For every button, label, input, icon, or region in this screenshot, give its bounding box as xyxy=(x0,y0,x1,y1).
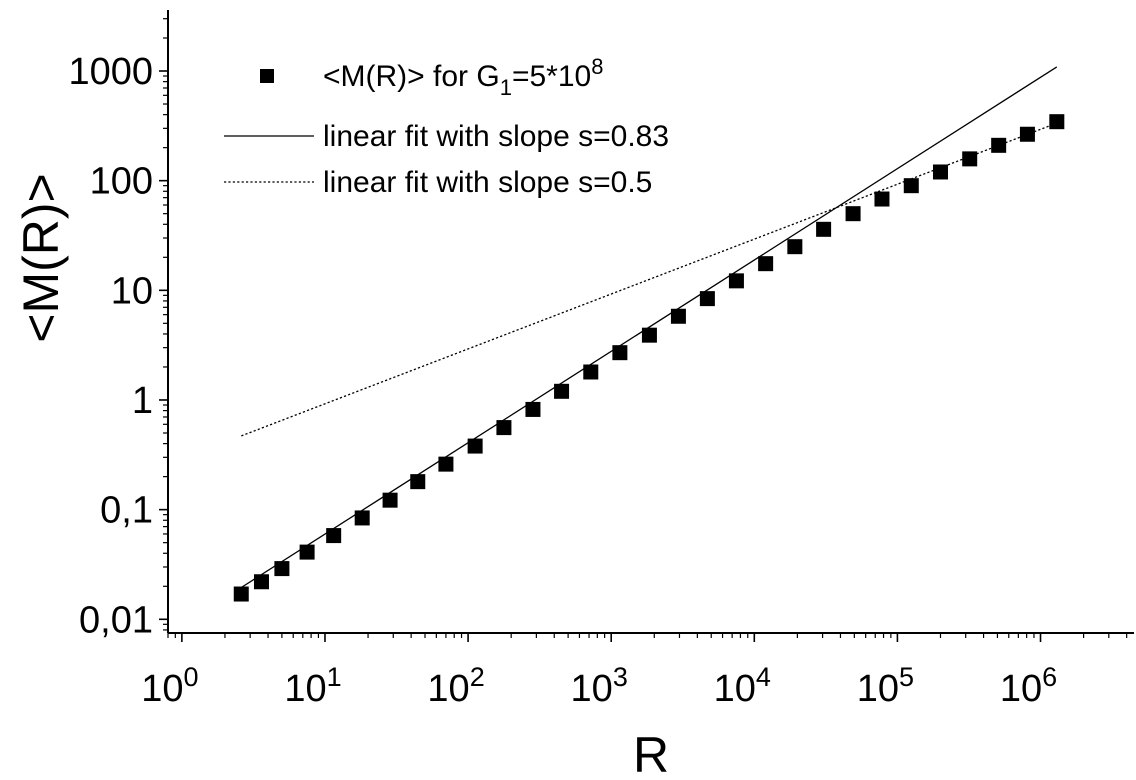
data-point xyxy=(326,528,342,544)
fit-line-slope-0-83 xyxy=(240,66,1058,589)
data-point xyxy=(525,401,541,417)
data-point xyxy=(410,474,426,490)
legend-item-solid-fit: linear fit with slope s=0.83 xyxy=(224,120,669,153)
y-ticks: 0,01 0,1 1 10 100 1000 xyxy=(68,18,168,641)
data-point xyxy=(253,574,269,590)
legend-marker-symbol xyxy=(260,69,274,83)
x-ticks: 100 101 102 103 104 105 106 xyxy=(141,633,1128,710)
legend-label-solid-fit: linear fit with slope s=0.83 xyxy=(323,120,669,153)
data-point xyxy=(816,221,832,237)
data-point xyxy=(274,561,290,577)
data-point xyxy=(758,256,774,272)
legend-label-dotted-fit: linear fit with slope s=0.5 xyxy=(323,166,652,199)
x-tick-label: 100 xyxy=(141,662,198,710)
data-point xyxy=(1049,114,1065,130)
data-point xyxy=(903,178,919,194)
legend-label-markers: <M(R)> for G1=5*108 xyxy=(323,54,603,100)
y-tick-label: 100 xyxy=(90,161,153,203)
legend-main-text: <M(R)> for G xyxy=(323,60,500,93)
legend: <M(R)> for G1=5*108 linear fit with slop… xyxy=(224,54,669,199)
data-point xyxy=(233,586,249,602)
x-tick-label: 105 xyxy=(857,662,914,710)
data-point xyxy=(299,544,315,560)
x-tick-label: 101 xyxy=(284,662,341,710)
x-tick-label: 103 xyxy=(571,662,628,710)
y-tick-label: 1 xyxy=(132,380,153,422)
legend-mid-text: =5*10 xyxy=(512,60,591,93)
y-tick-label: 1000 xyxy=(68,51,153,93)
y-tick-label: 10 xyxy=(111,270,153,312)
x-tick-label: 106 xyxy=(1000,662,1057,710)
data-point xyxy=(845,206,861,222)
data-point xyxy=(699,291,715,307)
legend-subscript: 1 xyxy=(500,75,512,100)
legend-item-dotted-fit: linear fit with slope s=0.5 xyxy=(224,166,652,199)
axes xyxy=(167,10,1134,634)
x-tick-label: 104 xyxy=(714,662,771,710)
legend-superscript: 8 xyxy=(591,54,603,79)
data-point xyxy=(554,383,570,399)
series-layer xyxy=(233,66,1065,602)
data-point xyxy=(932,164,948,180)
data-point xyxy=(991,137,1007,153)
data-point xyxy=(787,239,803,255)
data-point xyxy=(874,191,890,207)
x-tick-label: 102 xyxy=(427,662,484,710)
y-tick-label: 0,1 xyxy=(100,490,153,532)
y-axis-title: <M(R)> xyxy=(13,173,69,342)
data-point xyxy=(438,456,454,472)
data-point xyxy=(612,345,628,361)
data-point xyxy=(382,492,398,508)
data-point xyxy=(728,273,744,289)
data-point xyxy=(670,308,686,324)
data-point xyxy=(641,327,657,343)
data-point xyxy=(962,151,978,167)
data-point xyxy=(467,438,483,454)
data-point xyxy=(354,510,370,526)
legend-item-markers: <M(R)> for G1=5*108 xyxy=(260,54,603,100)
data-point xyxy=(583,364,599,380)
data-point xyxy=(1019,126,1035,142)
y-tick-label: 0,01 xyxy=(79,599,153,641)
fit-line-slope-0-5 xyxy=(241,122,1058,437)
data-point xyxy=(496,420,512,436)
x-axis-title: R xyxy=(633,727,669,780)
